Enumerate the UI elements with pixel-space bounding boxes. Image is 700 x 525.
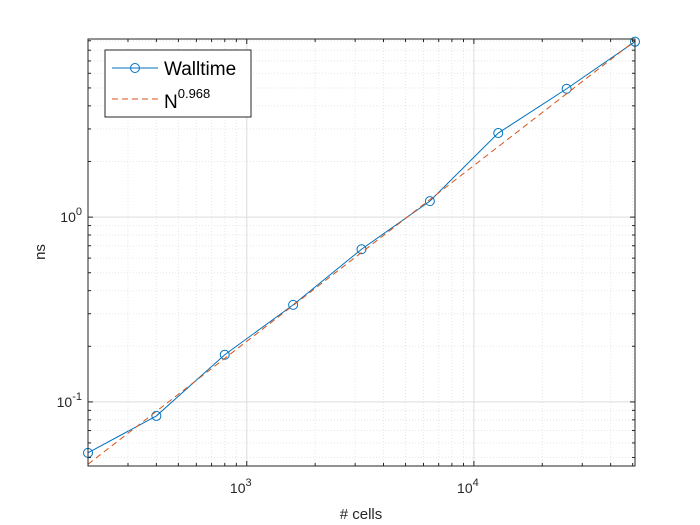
y-tick-label-exponent: 0	[76, 206, 82, 218]
fit-line	[87, 40, 636, 465]
y-tick-label-exponent: -1	[72, 391, 82, 403]
legend-walltime-label: Walltime	[164, 59, 236, 80]
walltime-point	[151, 410, 162, 421]
legend-fit-label: N0.968	[164, 86, 210, 113]
legend-box	[104, 49, 252, 118]
y-tick-label: 10-1	[57, 391, 82, 410]
x-tick-label: 103	[230, 477, 252, 496]
walltime-point	[219, 349, 230, 360]
walltime-line	[87, 41, 636, 454]
x-tick-label-base: 10	[230, 480, 246, 496]
x-tick-label: 104	[457, 477, 479, 496]
plot-frame	[87, 38, 636, 467]
walltime-point	[424, 196, 435, 207]
legend: Walltime N0.968	[104, 49, 252, 118]
legend-walltime-marker	[130, 63, 140, 73]
legend-fit-exponent: 0.968	[178, 86, 211, 101]
legend-fit-base: N	[164, 92, 178, 113]
walltime-point	[493, 128, 504, 139]
x-tick-label-exponent: 4	[473, 477, 479, 489]
walltime-point	[288, 299, 299, 310]
y-tick-label-base: 10	[57, 394, 73, 410]
x-axis-label: # cells	[340, 506, 383, 523]
x-tick-label-exponent: 3	[245, 477, 251, 489]
y-axis-label: ns	[32, 244, 49, 260]
y-tick-label-base: 10	[60, 209, 76, 225]
minor-grid	[87, 39, 635, 466]
x-tick-label-base: 10	[457, 480, 473, 496]
y-tick-label: 100	[60, 206, 82, 225]
axis-ticks	[87, 39, 635, 466]
